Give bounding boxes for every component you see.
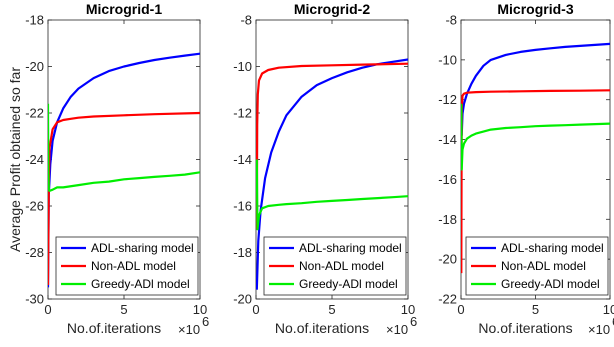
series-line-2 [461, 89, 610, 274]
x-tick-label: 5 [328, 302, 335, 317]
legend-entry: Greedy-ADl model [501, 277, 600, 291]
x-tick-label: 5 [532, 302, 539, 317]
x-multiplier-label: ×10 [386, 322, 408, 337]
legend: ADL-sharing model Non-ADL model Greedy-ADl… [55, 236, 199, 296]
x-tick-label: 5 [120, 302, 127, 317]
legend-entry: Non-ADL model [501, 259, 586, 273]
series-line-3 [48, 103, 200, 192]
chart-panel-2: Microgrid-2 -20 -18 -16 -14 -12 -10 -8 0 5 10 No.of… [233, 1, 417, 337]
x-tick-label: 10 [603, 302, 614, 317]
y-tick-label: -24 [25, 152, 44, 167]
legend-entry: ADL-sharing model [299, 241, 402, 255]
y-tick-label: -20 [438, 252, 457, 267]
chart-title: Microgrid-2 [294, 1, 370, 17]
x-tick-label: 0 [44, 302, 51, 317]
legend: ADL-sharing model Non-ADL model Greedy-ADl… [263, 236, 407, 296]
series-line-3 [461, 103, 610, 171]
y-axis-label: Average Profit obtained so far [7, 67, 23, 252]
x-tick-label: 0 [457, 302, 464, 317]
y-tick-label: -8 [445, 13, 457, 28]
series-line-2 [256, 62, 408, 230]
y-tick-label: -12 [438, 92, 457, 107]
y-tick-label: -16 [233, 199, 252, 214]
x-multiplier-label: ×10 [588, 322, 610, 337]
y-tick-label: -18 [438, 212, 457, 227]
chart-panel-1: Microgrid-1 -30 -28 -26 -24 -22 -20 -18 0 5 10 No.o… [7, 1, 209, 337]
series-line-1 [48, 52, 200, 288]
y-tick-label: -22 [25, 106, 44, 121]
y-tick-label: -14 [233, 152, 252, 167]
x-multiplier-exponent: 6 [202, 314, 209, 329]
legend-entry: Non-ADL model [299, 259, 384, 273]
y-tick-label: -20 [233, 292, 252, 307]
x-axis-label: No.of.iterations [478, 320, 572, 336]
y-tick-label: -18 [233, 245, 252, 260]
chart-title: Microgrid-3 [497, 1, 573, 17]
x-tick-label: 10 [193, 302, 207, 317]
series-line-3 [256, 159, 408, 231]
y-tick-label: -12 [233, 106, 252, 121]
x-tick-label: 0 [252, 302, 259, 317]
chart-panel-3: Microgrid-3 -22 -20 -18 -16 -14 -12 -10 -8 0 5 10 No… [438, 1, 614, 337]
x-multiplier-exponent: 6 [410, 314, 417, 329]
legend-entry: ADL-sharing model [91, 241, 194, 255]
y-tick-label: -18 [25, 13, 44, 28]
x-axis-label: No.of.iterations [67, 320, 161, 336]
x-multiplier-label: ×10 [178, 322, 200, 337]
y-tick-label: -8 [240, 13, 252, 28]
series-line-1 [461, 42, 610, 136]
legend-entry: Greedy-ADl model [91, 277, 190, 291]
legend-entry: Non-ADL model [91, 259, 176, 273]
y-tick-label: -14 [438, 132, 457, 147]
y-tick-label: -22 [438, 292, 457, 307]
y-tick-label: -28 [25, 245, 44, 260]
legend: ADL-sharing model Non-ADL model Greedy-ADl… [465, 236, 609, 296]
y-tick-label: -26 [25, 199, 44, 214]
x-tick-label: 10 [401, 302, 415, 317]
y-tick-label: -10 [438, 52, 457, 67]
series-line-2 [48, 111, 200, 286]
x-axis-label: No.of.iterations [275, 320, 369, 336]
x-multiplier-exponent: 6 [612, 314, 614, 329]
y-tick-label: -16 [438, 172, 457, 187]
y-tick-label: -10 [233, 59, 252, 74]
chart-title: Microgrid-1 [86, 1, 162, 17]
y-tick-label: -20 [25, 59, 44, 74]
legend-entry: ADL-sharing model [501, 241, 604, 255]
legend-entry: Greedy-ADl model [299, 277, 398, 291]
y-tick-label: -30 [25, 292, 44, 307]
